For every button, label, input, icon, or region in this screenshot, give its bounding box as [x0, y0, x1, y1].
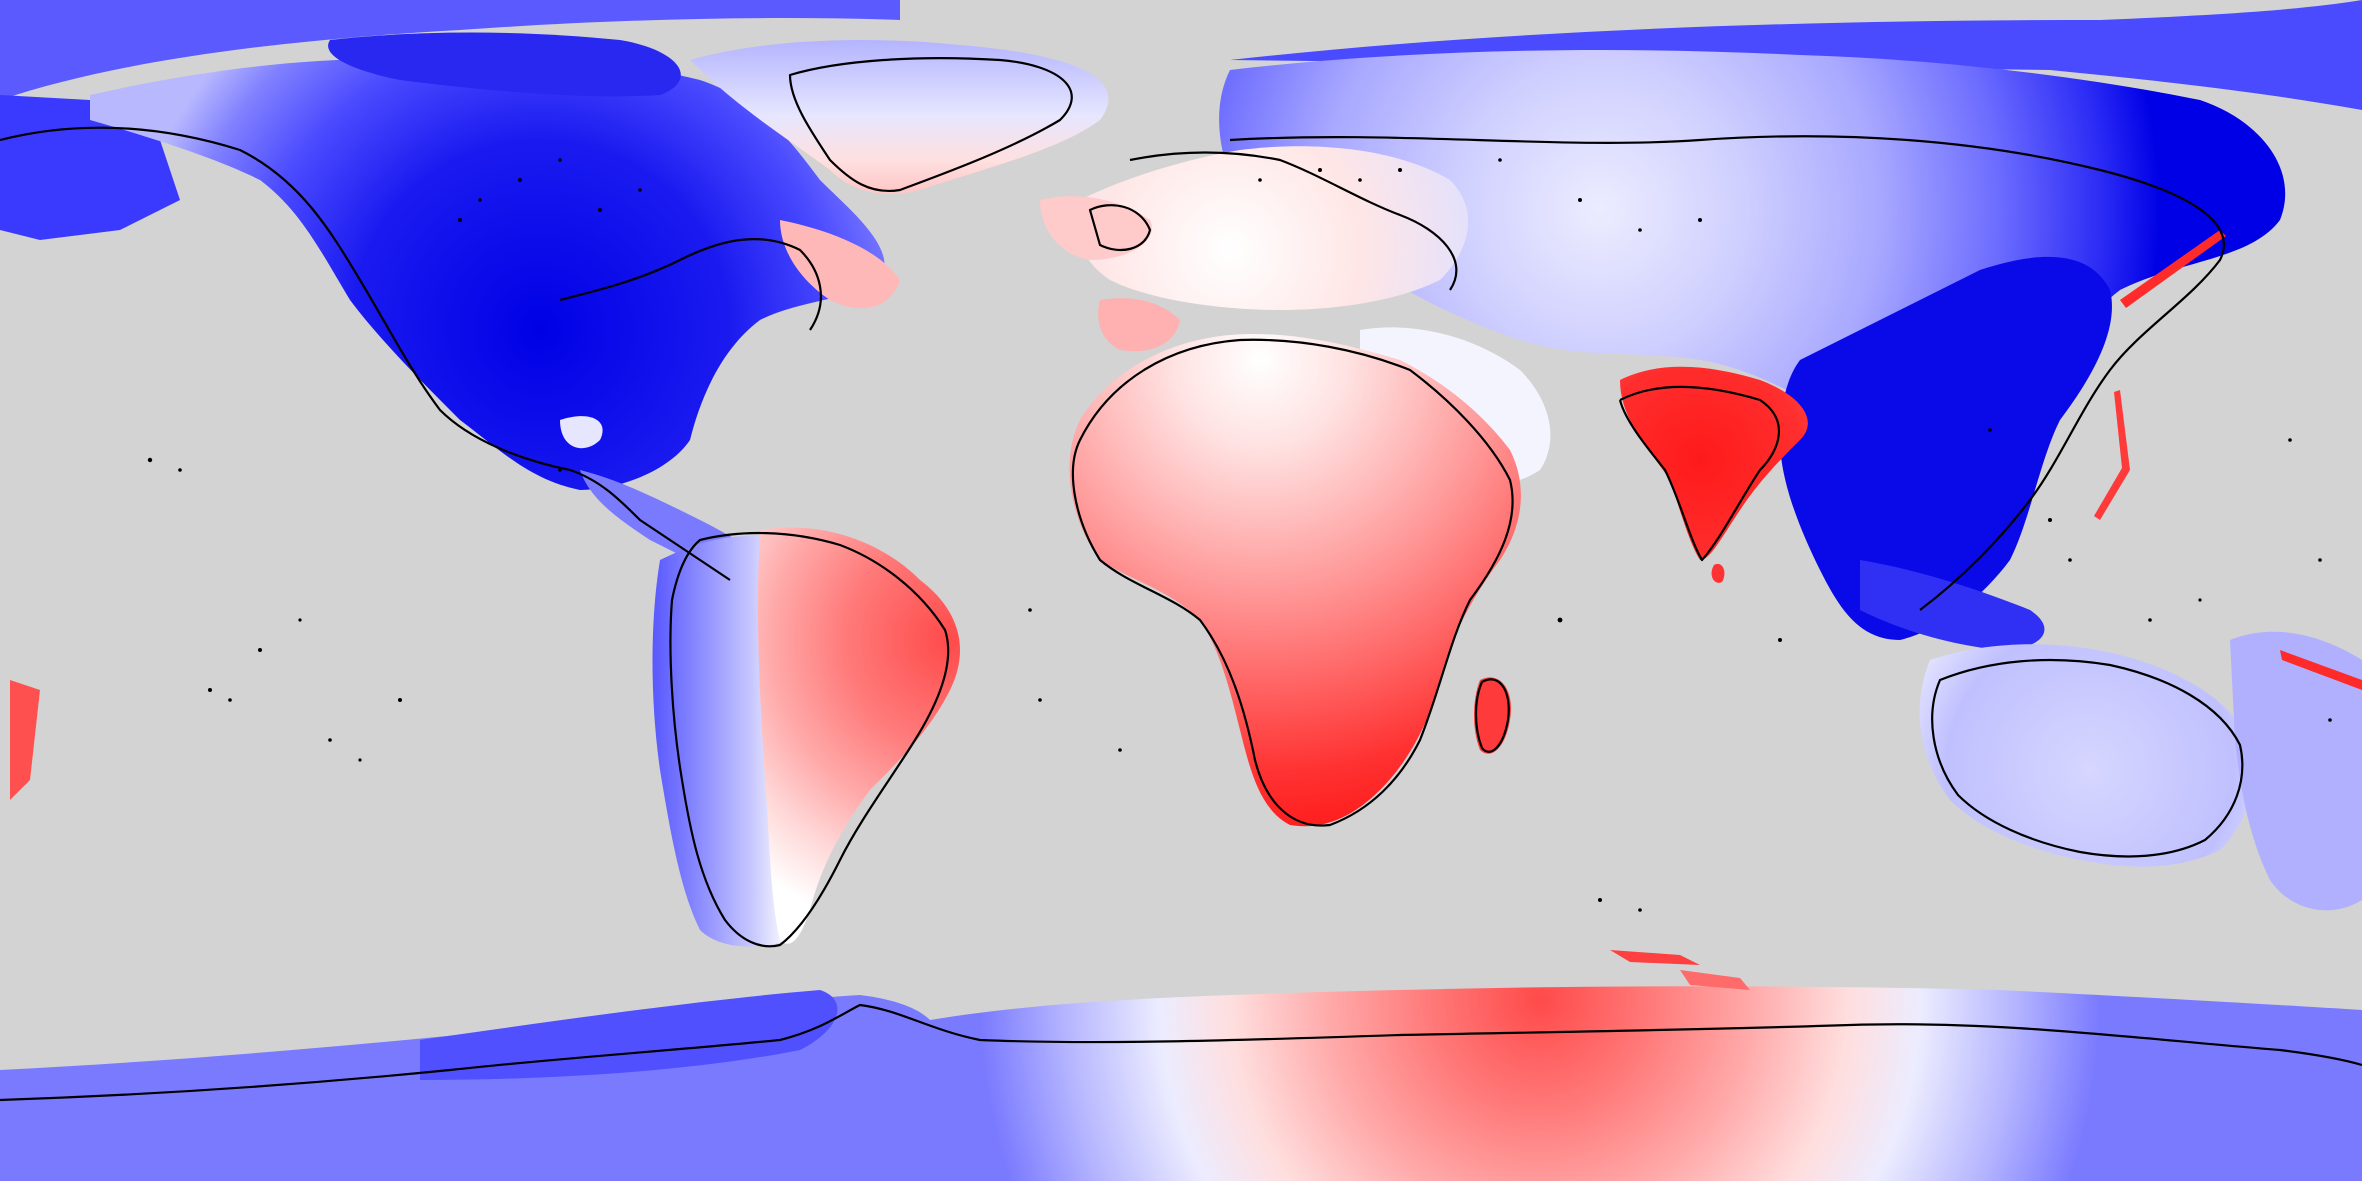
coastlines	[0, 57, 2362, 1102]
region-south-america-west	[652, 536, 790, 947]
north-atlantic-red	[780, 220, 900, 309]
antarctica-deep-blue	[420, 990, 838, 1080]
region-greenland	[690, 40, 1109, 194]
coast-greenland	[788, 57, 1073, 193]
coast-asia	[1229, 135, 2225, 611]
coast-antarctica	[0, 1003, 2362, 1102]
region-south-america-east	[757, 527, 960, 944]
region-australia	[1919, 644, 2254, 867]
southern-ocean-red-2	[1680, 970, 1750, 990]
gulf-of-mexico-patch	[560, 416, 603, 449]
pacific-east-patch	[2230, 631, 2362, 911]
region-antarctica-east	[930, 986, 2362, 1181]
region-india	[1620, 366, 1808, 560]
coast-europe	[1088, 151, 1458, 291]
southern-ocean-red-1	[1610, 950, 1700, 965]
region-africa	[1069, 334, 1521, 827]
new-zealand-strip	[2280, 650, 2362, 690]
coast-australia	[1931, 658, 2244, 858]
maritime-southeast-asia	[1860, 560, 2045, 650]
coast-south-america	[669, 531, 950, 948]
region-europe	[1076, 146, 1469, 310]
island-dots	[147, 158, 2332, 912]
kuril-strip	[2094, 390, 2130, 520]
iberia-patch	[1098, 298, 1180, 352]
madagascar	[1474, 677, 1511, 754]
sri-lanka	[1711, 563, 1725, 583]
region-north-america	[90, 58, 885, 491]
japan-arc-strip	[2120, 230, 2226, 308]
coast-africa	[1071, 338, 1514, 827]
arctic-band	[0, 0, 900, 100]
region-east-asia	[1780, 256, 2112, 640]
coast-madagascar	[1474, 678, 1510, 753]
hawaii-strip	[10, 680, 40, 800]
coast-north-america	[0, 126, 822, 581]
canada-arctic-islands	[328, 32, 681, 97]
